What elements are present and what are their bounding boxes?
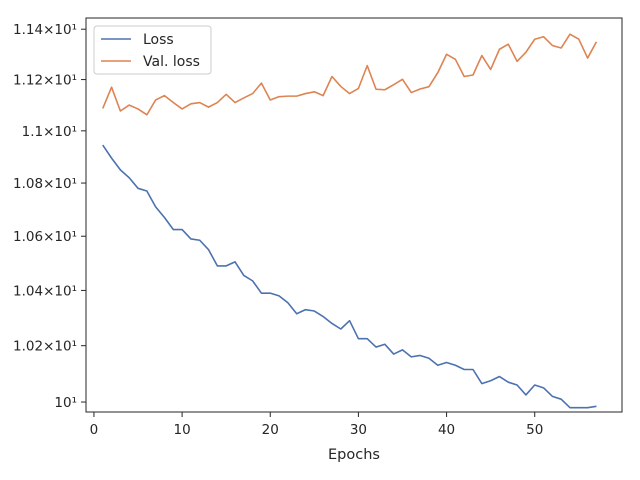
y-tick-label: 1.08×10¹ <box>13 176 77 192</box>
x-tick-label: 20 <box>262 422 279 438</box>
plot-frame <box>85 17 623 413</box>
y-tick-label: 1.14×10¹ <box>13 22 77 38</box>
x-axis-label: Epochs <box>328 447 380 463</box>
series-line-val-loss <box>102 33 598 116</box>
y-tick-label: 1.04×10¹ <box>13 283 77 299</box>
axis-ticks: 0 10 20 30 40 50 10¹ 1.02×10¹ 1.04×10¹ 1.06×10¹ 1.… <box>13 22 543 438</box>
y-tick-label: 1.02×10¹ <box>13 339 77 355</box>
legend-label-val-loss: Val. loss <box>143 54 200 70</box>
x-tick-label: 30 <box>350 422 367 438</box>
legend-box <box>93 25 212 75</box>
plot-area <box>86 18 622 412</box>
y-tick-label: 1.1×10¹ <box>22 124 77 140</box>
x-tick-label: 10 <box>173 422 190 438</box>
x-tick-label: 0 <box>90 422 99 438</box>
series-line-loss <box>102 144 597 409</box>
x-tick-label: 40 <box>438 422 455 438</box>
series-lines <box>102 33 598 409</box>
y-tick-label: 10¹ <box>54 395 77 411</box>
y-tick-label: 1.12×10¹ <box>13 73 77 89</box>
y-tick-label: 1.06×10¹ <box>13 229 77 245</box>
legend-label-loss: Loss <box>143 32 174 48</box>
x-tick-label: 50 <box>526 422 543 438</box>
legend: Loss Val. loss <box>93 25 212 75</box>
